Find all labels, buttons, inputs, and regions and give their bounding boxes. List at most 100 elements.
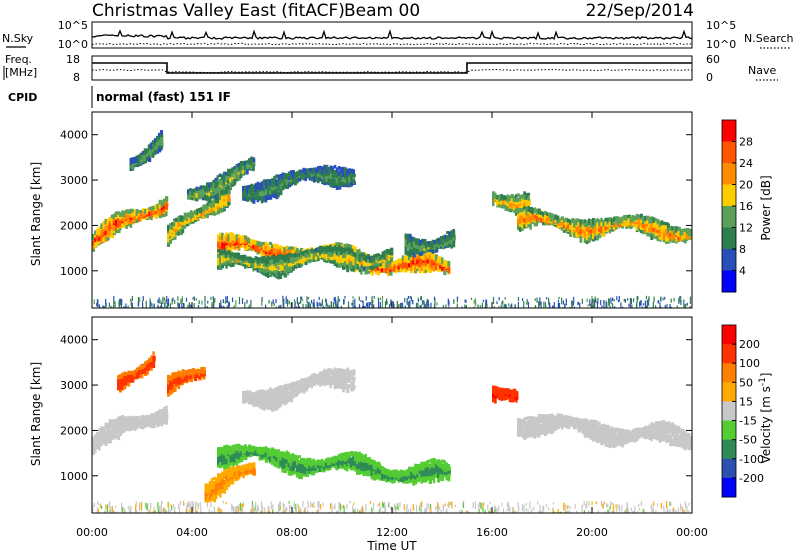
colorbar-tick-label: 28 [739,136,753,149]
colorbar-swatch [722,439,736,460]
colorbar-tick-label: 200 [739,338,760,351]
colorbar-tick-label: -100 [739,453,764,466]
colorbar-swatch [722,206,736,228]
time-tick-label: 00:00 [676,526,708,539]
colorbar-swatch [722,458,736,479]
noise-sky-trace [91,29,693,41]
echo-region [517,206,692,245]
range-tick-label: 1000 [60,265,88,278]
echo-region [129,130,164,171]
power-colorbar: 28 24 20 16 12 8 4 [721,119,753,293]
time-tick-label: 20:00 [576,526,608,539]
noise-left-tick-top: 10^5 [58,19,88,32]
frequency-panel: Freq. [MHz] 18 8 60 0 Nave [3,53,778,84]
echo-region [517,413,692,451]
freq-tick-bottom: 8 [73,71,80,84]
echo-region [92,405,169,455]
colorbar-swatch [722,141,736,164]
beam-label: Beam 00 [344,1,420,21]
colorbar-swatch [722,163,736,185]
colorbar-swatch [722,120,736,142]
colorbar-tick-label: 50 [739,376,753,389]
echo-region [167,184,231,247]
echo-region [404,228,456,258]
colorbar-swatch [722,344,736,364]
colorbar-swatch [722,382,736,402]
noise-panel: N.Sky 10^5 10^0 10^5 10^0 N.Search [2,19,794,51]
velocity-colorbar-label: Velocity [m s-1] [758,373,773,464]
power-y-axis: 1000 2000 3000 4000 [60,129,692,278]
colorbar-swatch [722,270,736,293]
freq-label: Freq. [5,53,32,66]
velocity-y-axis: 1000 2000 3000 4000 [60,334,692,483]
ground-scatter-strip [92,500,692,513]
time-axis-label: Time UT [366,539,417,553]
colorbar-tick-label: 24 [739,157,753,170]
colorbar-tick-label: 100 [739,357,760,370]
range-tick-label: 2000 [60,219,88,232]
velocity-heatmap [92,351,692,513]
time-tick-label: 00:00 [76,526,108,539]
nave-label: Nave [748,64,776,77]
range-tick-label: 4000 [60,334,88,347]
colorbar-tick-label: 12 [739,222,753,235]
echo-region [204,462,256,503]
echo-region [217,443,451,486]
range-tick-label: 1000 [60,470,88,483]
range-tick-label: 4000 [60,129,88,142]
range-tick-label: 3000 [60,379,88,392]
echo-region [242,164,356,204]
colorbar-tick-label: 16 [739,200,753,213]
range-tick-label: 3000 [60,174,88,187]
noise-search-trace [91,42,693,46]
colorbar-swatch [722,401,736,422]
power-y-axis-label: Slant Range [km] [29,162,43,266]
noise-right-tick-bottom: 10^0 [706,38,736,51]
time-tick-label: 12:00 [376,526,408,539]
velocity-panel: 1000 2000 3000 4000 Slant Range [km] 200 100… [29,316,773,514]
colorbar-tick-label: -15 [739,415,757,428]
colorbar-swatch [722,420,736,441]
colorbar-tick-label: 20 [739,179,753,192]
colorbar-tick-label: 4 [739,265,746,278]
power-colorbar-label: Power [dB] [759,175,773,240]
cpid-program: normal (fast) 151 IF [96,90,231,104]
frequency-trace [92,62,692,74]
echo-region [117,351,156,393]
ground-scatter-strip [93,295,692,308]
freq-unit-label: [MHz] [5,66,37,79]
colorbar-tick-label: -200 [739,472,764,485]
noise-left-tick-bottom: 10^0 [58,38,88,51]
colorbar-swatch [722,363,736,383]
freq-tick-top: 18 [66,53,80,66]
colorbar-tick-label: 8 [739,243,746,256]
colorbar-swatch [722,477,736,498]
echo-region [217,244,394,280]
echo-region [492,385,519,404]
cpid-label: CPID [8,91,37,104]
power-panel: 1000 2000 3000 4000 Slant Range [km] 28 24 20… [29,111,773,309]
colorbar-tick-label: 15 [739,395,753,408]
noise-search-label: N.Search [744,32,794,45]
echo-region [167,366,206,397]
noise-right-tick-top: 10^5 [706,19,736,32]
echo-region [92,196,169,252]
range-tick-label: 2000 [60,424,88,437]
nave-trace [91,68,693,74]
colorbar-swatch [722,227,736,250]
colorbar-swatch [722,184,736,207]
colorbar-tick-label: -50 [739,434,757,447]
station-title: Christmas Valley East (fitACF) [92,1,345,21]
echo-region [242,367,356,412]
power-heatmap [92,130,692,308]
noise-sky-label: N.Sky [2,32,34,45]
nave-tick-top: 60 [706,53,720,66]
time-tick-label: 04:00 [176,526,208,539]
time-tick-label: 16:00 [476,526,508,539]
colorbar-swatch [722,249,736,271]
velocity-y-axis-label: Slant Range [km] [29,362,43,466]
time-axis: 00:00 04:00 08:00 12:00 16:00 20:00 00:00 [76,112,708,539]
nave-tick-bottom: 0 [706,71,713,84]
colorbar-swatch [722,325,736,345]
